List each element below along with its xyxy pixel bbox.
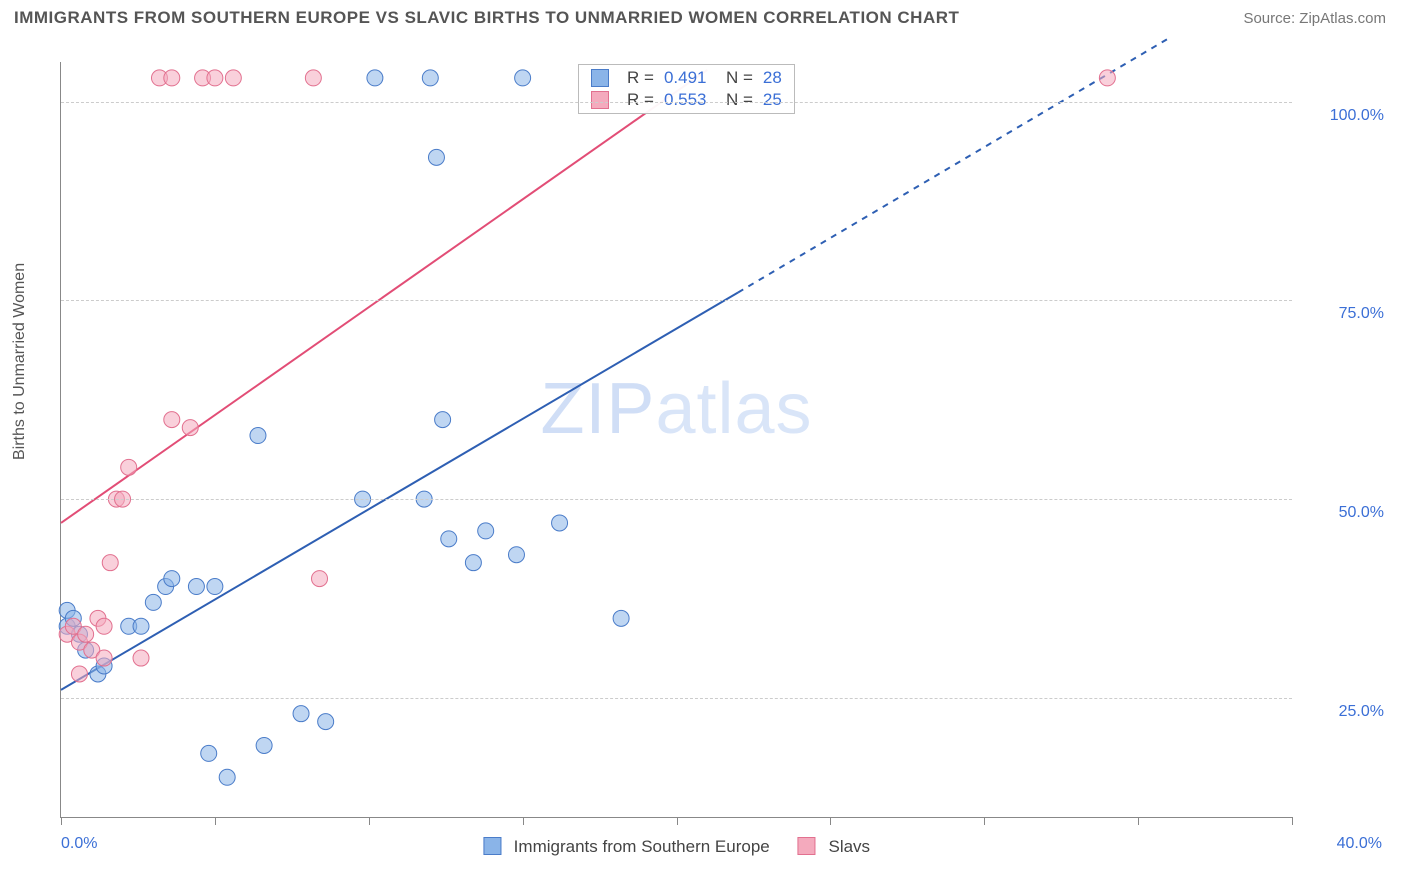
data-point bbox=[133, 618, 149, 634]
stat-r2: 0.553 bbox=[664, 90, 707, 110]
stats-row-series1: R = 0.491 N = 28 bbox=[579, 67, 794, 89]
data-point bbox=[312, 571, 328, 587]
y-tick-label: 75.0% bbox=[1339, 305, 1384, 323]
data-point bbox=[435, 412, 451, 428]
data-point bbox=[256, 737, 272, 753]
plot-svg bbox=[61, 62, 1292, 817]
stat-n-label: N = bbox=[717, 68, 753, 88]
data-point bbox=[422, 70, 438, 86]
data-point bbox=[508, 547, 524, 563]
swatch-series1 bbox=[591, 69, 609, 87]
x-axis-min: 0.0% bbox=[61, 835, 97, 853]
data-point bbox=[1099, 70, 1115, 86]
data-point bbox=[552, 515, 568, 531]
stats-row-series2: R = 0.553 N = 25 bbox=[579, 89, 794, 111]
data-point bbox=[145, 594, 161, 610]
data-point bbox=[225, 70, 241, 86]
data-point bbox=[121, 459, 137, 475]
gridline bbox=[61, 698, 1292, 699]
data-point bbox=[201, 745, 217, 761]
header: IMMIGRANTS FROM SOUTHERN EUROPE VS SLAVI… bbox=[0, 0, 1406, 32]
data-point bbox=[219, 769, 235, 785]
data-point bbox=[515, 70, 531, 86]
gridline bbox=[61, 102, 1292, 103]
data-point bbox=[96, 650, 112, 666]
swatch-series2 bbox=[591, 91, 609, 109]
data-point bbox=[133, 650, 149, 666]
data-point bbox=[478, 523, 494, 539]
y-axis-label: Births to Unmarried Women bbox=[11, 263, 29, 460]
data-point bbox=[428, 149, 444, 165]
stat-r1: 0.491 bbox=[664, 68, 707, 88]
x-tick bbox=[677, 817, 678, 825]
chart-title: IMMIGRANTS FROM SOUTHERN EUROPE VS SLAVI… bbox=[14, 8, 959, 28]
data-point bbox=[96, 618, 112, 634]
y-tick-label: 50.0% bbox=[1339, 504, 1384, 522]
data-point bbox=[207, 579, 223, 595]
data-point bbox=[367, 70, 383, 86]
stat-n1: 28 bbox=[763, 68, 782, 88]
data-point bbox=[613, 610, 629, 626]
x-tick bbox=[369, 817, 370, 825]
data-point bbox=[293, 706, 309, 722]
data-point bbox=[164, 70, 180, 86]
legend-swatch-1 bbox=[483, 837, 501, 855]
legend-label-1: Immigrants from Southern Europe bbox=[514, 837, 770, 856]
x-tick bbox=[523, 817, 524, 825]
data-point bbox=[164, 571, 180, 587]
legend-item-1: Immigrants from Southern Europe bbox=[483, 837, 770, 857]
x-tick bbox=[61, 817, 62, 825]
x-axis-max: 40.0% bbox=[1337, 835, 1382, 853]
regression-line bbox=[61, 70, 707, 523]
legend-swatch-2 bbox=[798, 837, 816, 855]
regression-line bbox=[61, 292, 738, 689]
source-label: Source: ZipAtlas.com bbox=[1243, 10, 1386, 27]
gridline bbox=[61, 300, 1292, 301]
data-point bbox=[182, 420, 198, 436]
x-tick bbox=[984, 817, 985, 825]
stat-r-label: R = bbox=[627, 90, 654, 110]
data-point bbox=[305, 70, 321, 86]
x-tick bbox=[215, 817, 216, 825]
data-point bbox=[188, 579, 204, 595]
data-point bbox=[71, 666, 87, 682]
data-point bbox=[250, 428, 266, 444]
stat-r-label: R = bbox=[627, 68, 654, 88]
stat-n2: 25 bbox=[763, 90, 782, 110]
legend-label-2: Slavs bbox=[828, 837, 870, 856]
y-tick-label: 25.0% bbox=[1339, 703, 1384, 721]
data-point bbox=[78, 626, 94, 642]
x-tick bbox=[1292, 817, 1293, 825]
chart-container: Births to Unmarried Women ZIPatlas R = 0… bbox=[14, 42, 1392, 878]
x-tick bbox=[830, 817, 831, 825]
gridline bbox=[61, 499, 1292, 500]
data-point bbox=[102, 555, 118, 571]
data-point bbox=[465, 555, 481, 571]
stats-legend: R = 0.491 N = 28 R = 0.553 N = 25 bbox=[578, 64, 795, 114]
data-point bbox=[441, 531, 457, 547]
data-point bbox=[207, 70, 223, 86]
data-point bbox=[318, 714, 334, 730]
stat-n-label: N = bbox=[717, 90, 753, 110]
plot-area: ZIPatlas R = 0.491 N = 28 R = 0.553 N = … bbox=[60, 62, 1292, 818]
data-point bbox=[164, 412, 180, 428]
bottom-legend: Immigrants from Southern Europe Slavs bbox=[483, 837, 870, 857]
x-tick bbox=[1138, 817, 1139, 825]
legend-item-2: Slavs bbox=[798, 837, 870, 857]
y-tick-label: 100.0% bbox=[1330, 107, 1384, 125]
